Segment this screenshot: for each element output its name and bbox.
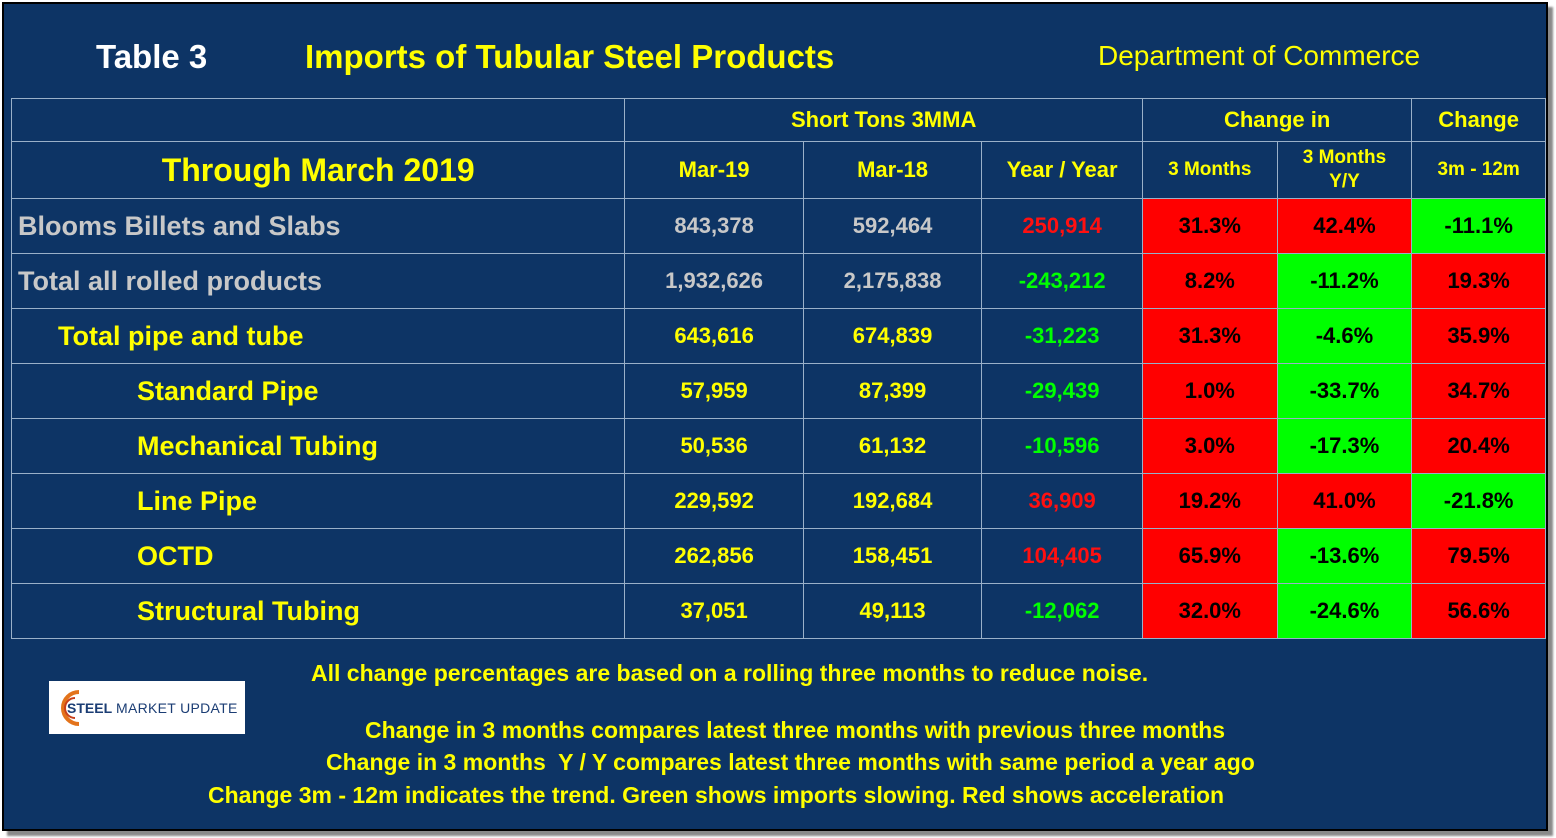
cell-mar18: 674,839 — [802, 308, 983, 364]
cell-3-months-yy: -11.2% — [1276, 253, 1413, 309]
cell-mar19: 643,616 — [624, 308, 804, 364]
cell-3-months-yy: 41.0% — [1276, 473, 1413, 529]
cell-trend: 56.6% — [1411, 583, 1546, 639]
table-row: Standard Pipe 57,959 87,399 -29,439 1.0%… — [10, 363, 1546, 419]
row-label: Total pipe and tube — [10, 308, 626, 364]
cell-mar18: 61,132 — [802, 418, 983, 474]
column-header-mar19: Mar-19 — [624, 141, 804, 199]
cell-trend: 19.3% — [1411, 253, 1546, 309]
cell-3-months: 1.0% — [1141, 363, 1278, 419]
logo-text: STEEL MARKET UPDATE — [67, 700, 238, 716]
cell-yoy: -243,212 — [981, 253, 1143, 309]
cell-mar19: 37,051 — [624, 583, 804, 639]
logo-word-steel: STEEL — [67, 699, 113, 716]
cell-yoy: 250,914 — [981, 198, 1143, 254]
cell-3-months: 65.9% — [1141, 528, 1278, 584]
cell-yoy: 36,909 — [981, 473, 1143, 529]
row-label: Total all rolled products — [10, 253, 626, 309]
period-label: Through March 2019 — [10, 141, 626, 199]
cell-3-months: 32.0% — [1141, 583, 1278, 639]
cell-3-months: 8.2% — [1141, 253, 1278, 309]
cell-yoy: -31,223 — [981, 308, 1143, 364]
column-header-3-months-yy-line1: 3 Months — [1302, 147, 1387, 168]
footnote-1: All change percentages are based on a ro… — [311, 660, 1149, 686]
cell-3-months: 31.3% — [1141, 198, 1278, 254]
imports-table: Short Tons 3MMA Change in Change Through… — [10, 98, 1546, 639]
logo-word-market-update: MARKET UPDATE — [116, 699, 238, 716]
cell-3-months: 19.2% — [1141, 473, 1278, 529]
page-title: Imports of Tubular Steel Products — [305, 38, 835, 75]
footnote-2: Change in 3 months compares latest three… — [365, 717, 1226, 743]
row-label: Line Pipe — [10, 473, 626, 529]
source-label: Department of Commerce — [1098, 40, 1421, 71]
cell-3-months-yy: -33.7% — [1276, 363, 1413, 419]
cell-trend: 34.7% — [1411, 363, 1546, 419]
cell-3-months-yy: -24.6% — [1276, 583, 1413, 639]
cell-trend: 35.9% — [1411, 308, 1546, 364]
table-row: Structural Tubing 37,051 49,113 -12,062 … — [10, 583, 1546, 639]
cell-3-months-yy: 42.4% — [1276, 198, 1413, 254]
row-label: OCTD — [10, 528, 626, 584]
blank-header-cell — [10, 98, 626, 142]
table-row: Line Pipe 229,592 192,684 36,909 19.2% 4… — [10, 473, 1546, 529]
cell-mar18: 87,399 — [802, 363, 983, 419]
cell-mar18: 192,684 — [802, 473, 983, 529]
cell-yoy: 104,405 — [981, 528, 1143, 584]
group-header-row: Short Tons 3MMA Change in Change — [10, 98, 1546, 142]
footnote-3: Change in 3 months Y / Y compares latest… — [326, 749, 1255, 775]
cell-3-months: 31.3% — [1141, 308, 1278, 364]
cell-trend: -21.8% — [1411, 473, 1546, 529]
table-row: OCTD 262,856 158,451 104,405 65.9% -13.6… — [10, 528, 1546, 584]
table-row: Total all rolled products 1,932,626 2,17… — [10, 253, 1546, 309]
group-header-change: Change — [1411, 98, 1546, 142]
steel-market-update-logo: STEEL MARKET UPDATE — [49, 681, 245, 734]
column-header-3-months: 3 Months — [1141, 141, 1278, 199]
logo-swoosh-icon — [61, 689, 80, 726]
row-label: Blooms Billets and Slabs — [10, 198, 626, 254]
column-header-yoy: Year / Year — [981, 141, 1143, 199]
cell-mar19: 50,536 — [624, 418, 804, 474]
row-label: Structural Tubing — [10, 583, 626, 639]
cell-mar19: 57,959 — [624, 363, 804, 419]
table-row: Mechanical Tubing 50,536 61,132 -10,596 … — [10, 418, 1546, 474]
table-number: Table 3 — [96, 38, 208, 75]
cell-yoy: -12,062 — [981, 583, 1143, 639]
cell-trend: 79.5% — [1411, 528, 1546, 584]
group-header-change-in: Change in — [1141, 98, 1413, 142]
cell-mar19: 262,856 — [624, 528, 804, 584]
cell-mar19: 1,932,626 — [624, 253, 804, 309]
column-header-3-months-yy-line2: Y/Y — [1329, 171, 1360, 192]
group-header-short-tons: Short Tons 3MMA — [624, 98, 1143, 142]
cell-mar18: 158,451 — [802, 528, 983, 584]
table-row: Total pipe and tube 643,616 674,839 -31,… — [10, 308, 1546, 364]
cell-3-months: 3.0% — [1141, 418, 1278, 474]
cell-yoy: -29,439 — [981, 363, 1143, 419]
cell-3-months-yy: -4.6% — [1276, 308, 1413, 364]
cell-3-months-yy: -13.6% — [1276, 528, 1413, 584]
column-header-trend: 3m - 12m — [1411, 141, 1546, 199]
footnote-4: Change 3m - 12m indicates the trend. Gre… — [208, 782, 1225, 808]
column-header-3-months-yy: 3 Months Y/Y — [1276, 141, 1413, 199]
column-header-row: Through March 2019 Mar-19 Mar-18 Year / … — [10, 141, 1546, 199]
cell-mar19: 843,378 — [624, 198, 804, 254]
column-header-mar18: Mar-18 — [802, 141, 983, 199]
cell-trend: -11.1% — [1411, 198, 1546, 254]
cell-mar19: 229,592 — [624, 473, 804, 529]
row-label: Mechanical Tubing — [10, 418, 626, 474]
row-label: Standard Pipe — [10, 363, 626, 419]
cell-mar18: 49,113 — [802, 583, 983, 639]
cell-mar18: 2,175,838 — [802, 253, 983, 309]
cell-yoy: -10,596 — [981, 418, 1143, 474]
cell-3-months-yy: -17.3% — [1276, 418, 1413, 474]
cell-mar18: 592,464 — [802, 198, 983, 254]
cell-trend: 20.4% — [1411, 418, 1546, 474]
table-row: Blooms Billets and Slabs 843,378 592,464… — [10, 198, 1546, 254]
